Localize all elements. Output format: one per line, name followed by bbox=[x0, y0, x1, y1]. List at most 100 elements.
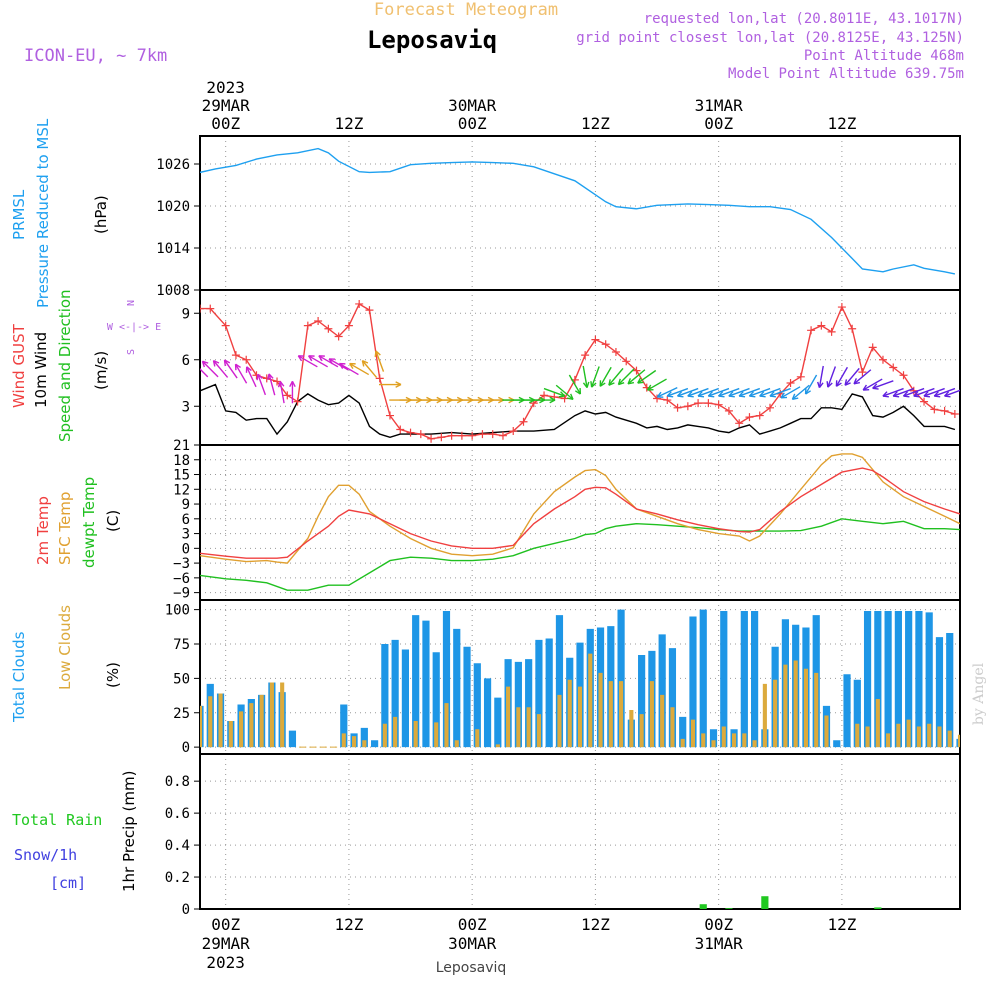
gust-line-point bbox=[324, 324, 333, 333]
total-cloud-bar bbox=[833, 740, 841, 748]
total-clouds-label: Total Clouds bbox=[10, 631, 28, 723]
bottom-time-label: 2023 bbox=[206, 953, 245, 972]
wind-arrow-head bbox=[718, 391, 725, 398]
wind-arrow-head bbox=[687, 391, 694, 398]
total-cloud-bar bbox=[699, 609, 707, 748]
wind-arrow-head bbox=[844, 379, 851, 386]
wind-arrow-head bbox=[728, 391, 735, 398]
wind-arrow bbox=[223, 359, 238, 379]
low-cloud-bar bbox=[536, 714, 541, 748]
wind-arrow-head bbox=[892, 391, 900, 398]
low-cloud-bar bbox=[475, 729, 480, 748]
total-cloud-bar bbox=[401, 649, 409, 748]
wind-ytick-label: 3 bbox=[182, 399, 190, 415]
wind-arrow-head bbox=[201, 360, 209, 368]
wind-arrow-head bbox=[567, 393, 574, 401]
total-cloud-bar bbox=[463, 646, 471, 748]
low-cloud-bar bbox=[783, 664, 788, 748]
total-cloud-bar bbox=[514, 661, 522, 748]
total-cloud-bar bbox=[371, 740, 379, 748]
low-cloud-bar bbox=[516, 707, 521, 748]
total-cloud-bar bbox=[946, 633, 954, 748]
wind-arrow bbox=[308, 355, 328, 368]
wind-arrow bbox=[818, 365, 824, 388]
wind-arrow-head bbox=[780, 392, 788, 399]
gust-line-point bbox=[930, 405, 939, 414]
temperature-ytick-label: −3 bbox=[173, 556, 190, 572]
wind-arrow-head bbox=[617, 378, 625, 386]
wind-arrow-head bbox=[590, 381, 597, 388]
wind-arrow-head bbox=[872, 383, 879, 390]
speed-dir-label: Speed and Direction bbox=[56, 289, 74, 442]
low-cloud-bar bbox=[393, 716, 398, 748]
gust-line-point bbox=[365, 306, 374, 315]
low-cloud-bar bbox=[690, 719, 696, 748]
total-cloud-bar bbox=[894, 611, 902, 748]
wind-arrow bbox=[903, 387, 925, 397]
total-cloud-bar bbox=[340, 704, 348, 748]
wind-ylabel: (m/s) bbox=[92, 351, 110, 390]
wind-arrow-head bbox=[759, 391, 766, 398]
gust-line-point bbox=[478, 430, 487, 439]
low-cloud-bar bbox=[855, 723, 860, 748]
gust-line-point bbox=[714, 400, 723, 409]
temperature-ytick-label: −9 bbox=[173, 586, 190, 602]
wind-arrow bbox=[944, 389, 960, 397]
precip-ylabel: 1hr Precip (mm) bbox=[120, 771, 138, 892]
cloud-ylabel: (%) bbox=[104, 662, 122, 688]
wind-arrow-head bbox=[245, 366, 252, 373]
gust-line-point bbox=[653, 394, 662, 403]
gust-line-point bbox=[673, 403, 682, 412]
precip-ytick-label: 0 bbox=[182, 902, 190, 918]
requested-coords: requested lon,lat (20.8011E, 43.1017N) bbox=[644, 11, 964, 27]
gust-line-point bbox=[632, 366, 641, 375]
wind-arrow-head bbox=[338, 362, 346, 369]
wind-arrow bbox=[844, 367, 860, 386]
low-cloud-bar bbox=[886, 733, 891, 748]
temperature-ytick-label: 15 bbox=[173, 468, 190, 484]
low-cloud-bar bbox=[957, 734, 960, 748]
low-cloud-bar bbox=[639, 714, 644, 748]
total-cloud-bar bbox=[935, 637, 944, 748]
low-cloud-bar bbox=[454, 740, 459, 748]
gust-line-point bbox=[468, 431, 477, 440]
low-cloud-bar bbox=[619, 681, 624, 748]
wind-arrow bbox=[297, 355, 318, 368]
wind-arrow-head bbox=[307, 355, 315, 362]
low-cloud-bar bbox=[228, 721, 233, 748]
wind-arrow bbox=[201, 360, 219, 378]
total-cloud-bar bbox=[740, 611, 748, 748]
dewpt-line bbox=[200, 518, 960, 591]
low-cloud-bar bbox=[382, 723, 387, 748]
total-cloud-bar bbox=[555, 615, 564, 748]
total-cloud-bar bbox=[853, 679, 861, 748]
wind-arrow-head bbox=[913, 391, 920, 398]
low-cloud-bar bbox=[649, 681, 654, 748]
gust-line-point bbox=[509, 427, 518, 436]
wind-arrow bbox=[279, 381, 285, 404]
total-cloud-bar bbox=[494, 697, 502, 748]
clouds-ytick-label: 25 bbox=[173, 706, 190, 722]
top-time-label: 30MAR bbox=[448, 96, 497, 115]
total-cloud-bar bbox=[679, 716, 687, 748]
top-time-label: 00Z bbox=[211, 114, 240, 133]
gust-line-point bbox=[540, 391, 549, 400]
total-cloud-bar bbox=[381, 644, 389, 748]
temperature-ytick-label: 3 bbox=[182, 527, 190, 543]
pressure-ylabel: (hPa) bbox=[92, 195, 110, 234]
low-cloud-bar bbox=[629, 710, 634, 748]
low-cloud-bar bbox=[680, 738, 685, 748]
low-cloud-bar bbox=[557, 694, 562, 748]
wind-arrow-head bbox=[637, 377, 644, 384]
gust-line-point bbox=[242, 355, 251, 364]
low-cloud-bar bbox=[259, 694, 264, 748]
wind-arrow bbox=[257, 373, 267, 396]
wind-arrow-head bbox=[549, 396, 556, 404]
low-cloud-bar bbox=[742, 733, 747, 748]
wind-arrow bbox=[582, 365, 588, 388]
gust-line-point bbox=[858, 368, 867, 377]
top-time-label: 2023 bbox=[206, 78, 245, 97]
pressure-plot-area bbox=[200, 147, 956, 275]
wind-arrow bbox=[617, 368, 635, 386]
